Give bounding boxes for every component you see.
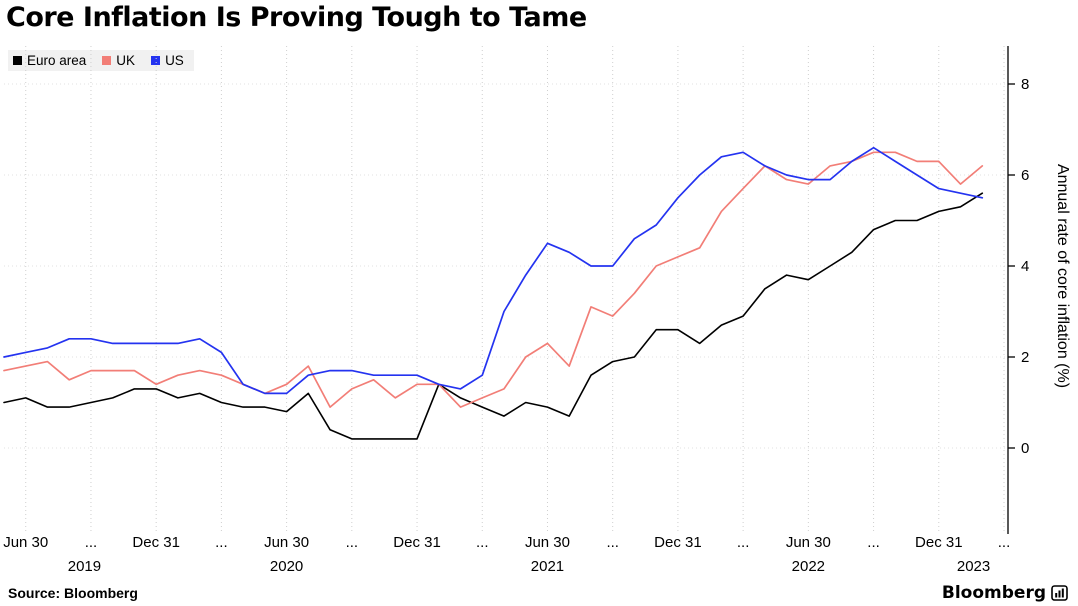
us-swatch-icon	[151, 56, 161, 65]
bloomberg-logo-icon	[1051, 584, 1068, 601]
uk-swatch-icon	[102, 56, 112, 65]
series-line-uk	[3, 151, 984, 408]
inflation-line-chart: 0 2 4 6 8 Jun 30... Dec 31... Jun 30... Dec 31..…	[3, 46, 1071, 575]
euro-area-swatch-icon	[13, 56, 22, 65]
legend-item-uk[interactable]: UK	[102, 53, 135, 68]
x-year-label: 2021	[531, 558, 564, 575]
x-year-label: 2023	[957, 558, 990, 575]
y-tick-label: 2	[1021, 349, 1029, 366]
chart-title: Core Inflation Is Proving Tough to Tame	[6, 2, 587, 33]
y-tick-label: 8	[1021, 76, 1029, 93]
chart-legend: Euro area UK US	[8, 50, 194, 71]
x-tick-label: ...	[737, 534, 750, 551]
bloomberg-wordmark: Bloomberg	[941, 582, 1046, 603]
x-tick-label: ...	[85, 534, 98, 551]
x-tick-label: Dec 31	[654, 534, 702, 551]
bloomberg-brand: Bloomberg	[942, 583, 1068, 603]
y-tick-label: 6	[1021, 167, 1029, 184]
x-tick-label: ...	[867, 534, 880, 551]
legend-label: US	[165, 53, 184, 68]
x-tick-label: ...	[346, 534, 359, 551]
x-tick-label: Jun 30	[3, 534, 48, 551]
y-axis-title: Annual rate of core inflation (%)	[1054, 164, 1071, 388]
x-tick-label: Jun 30	[264, 534, 309, 551]
x-tick-label: Jun 30	[525, 534, 570, 551]
x-year-label: 2020	[270, 558, 303, 575]
chart-footer: Source: Bloomberg Bloomberg	[0, 583, 1078, 606]
x-tick-label: Jun 30	[786, 534, 831, 551]
legend-item-euro-area[interactable]: Euro area	[13, 53, 86, 68]
x-tick-label: ...	[215, 534, 228, 551]
legend-label: UK	[116, 53, 136, 68]
x-year-label: 2019	[68, 558, 101, 575]
series-line-euro-area	[3, 192, 984, 440]
x-tick-label: Dec 31	[915, 534, 963, 551]
x-tick-label: Dec 31	[132, 534, 180, 551]
y-tick-label: 4	[1021, 258, 1029, 275]
source-label: Source: Bloomberg	[8, 584, 138, 601]
y-tick-label: 0	[1021, 440, 1029, 457]
series-line-us	[3, 146, 984, 395]
x-tick-label: ...	[998, 534, 1011, 551]
legend-label: Euro area	[27, 53, 87, 68]
x-tick-label: Dec 31	[393, 534, 441, 551]
x-tick-label: ...	[606, 534, 619, 551]
legend-item-us[interactable]: US	[151, 53, 184, 68]
x-year-label: 2022	[792, 558, 825, 575]
x-tick-label: ...	[476, 534, 489, 551]
